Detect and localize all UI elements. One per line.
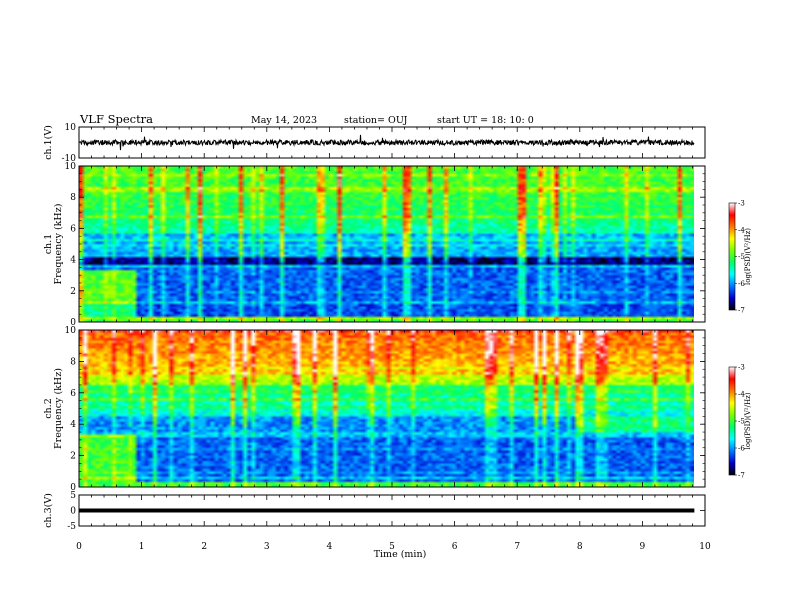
y-tick-label: 0 [70, 318, 76, 328]
colorbar-tick-label: -5 [738, 418, 745, 426]
y-tick-label: -10 [62, 154, 77, 164]
ch1-spectrogram-image [79, 166, 694, 322]
ch2-spectrogram-panel: 0 2 4 6 8 10 ch.2 Frequency (kHz) -3 -4 -5 -6 -7 log(… [43, 326, 752, 493]
y-axis-label: ch.1(V) [43, 125, 54, 160]
time-axis-tick-labels: 0 1 2 3 4 5 6 7 8 9 10 [76, 542, 711, 552]
y-axis-label: ch.1 [43, 234, 54, 255]
x-tick-label: 3 [264, 542, 270, 552]
y-tick-label: 2 [70, 452, 76, 462]
x-tick-label: 5 [389, 542, 395, 552]
y-axis-label: ch.2 [43, 398, 54, 419]
colorbar-tick-label: -7 [738, 307, 745, 315]
figure-station: station= OUJ [344, 115, 408, 126]
colorbar-tick-label: -6 [738, 445, 745, 453]
ch1-spectrogram-panel: 0 2 4 6 8 10 ch.1 Frequency (kHz) -3 -4 -5 -6 -7 log(… [43, 162, 752, 328]
y-tick-label: -5 [67, 522, 76, 532]
y-axis-label: Frequency (kHz) [53, 204, 64, 285]
figure-start-time: start UT = 18: 10: 0 [437, 115, 534, 126]
x-tick-label: 7 [514, 542, 520, 552]
x-tick-label: 8 [577, 542, 583, 552]
x-tick-label: 2 [201, 542, 207, 552]
x-tick-label: 4 [327, 542, 333, 552]
y-tick-label: 10 [65, 162, 77, 172]
y-tick-label: 2 [70, 287, 76, 297]
x-tick-label: 1 [139, 542, 145, 552]
colorbar-tick-label: -3 [738, 364, 745, 372]
colorbar-tick-label: -5 [738, 253, 745, 261]
y-tick-label: 8 [70, 193, 76, 203]
y-tick-label: 0 [70, 507, 76, 517]
x-tick-label: 0 [76, 542, 82, 552]
figure-date: May 14, 2023 [251, 115, 317, 126]
y-tick-label: 10 [65, 326, 77, 336]
colorbar-tick-label: -3 [738, 200, 745, 208]
y-tick-label: 4 [70, 256, 76, 266]
time-axis-label: Time (min) [374, 549, 427, 560]
colorbar-tick-label: -6 [738, 280, 745, 288]
y-tick-label: 6 [70, 224, 76, 234]
ch2-spectrogram-image [79, 330, 694, 487]
y-tick-label: 6 [70, 389, 76, 399]
y-tick-label: 4 [70, 420, 76, 430]
figure-title: VLF Spectra [79, 112, 153, 126]
x-tick-label: 10 [699, 542, 711, 552]
ch1-spectrogram-colorbar [728, 202, 736, 311]
x-tick-label: 9 [640, 542, 646, 552]
y-tick-label: 8 [70, 357, 76, 367]
ch1-waveform-panel: 10 -10 ch.1(V) [43, 123, 706, 164]
y-tick-label: 10 [65, 123, 77, 133]
colorbar-tick-label: -7 [738, 472, 745, 480]
ch3-waveform-panel: 5 0 -5 ch.3(V) [43, 491, 706, 532]
colorbar-label: log(PSD)(V²/Hz) [744, 228, 752, 285]
colorbar-label: log(PSD)(V²/Hz) [744, 392, 752, 449]
y-tick-label: 5 [70, 491, 76, 501]
ch2-spectrogram-colorbar [728, 366, 736, 476]
colorbar-tick-label: -4 [738, 226, 745, 234]
y-tick-label: 0 [70, 483, 76, 493]
x-tick-label: 6 [452, 542, 458, 552]
colorbar-tick-label: -4 [738, 391, 745, 399]
y-axis-label: Frequency (kHz) [53, 368, 64, 449]
ch1-waveform-trace [78, 134, 695, 151]
y-axis-label: ch.3(V) [43, 493, 54, 528]
